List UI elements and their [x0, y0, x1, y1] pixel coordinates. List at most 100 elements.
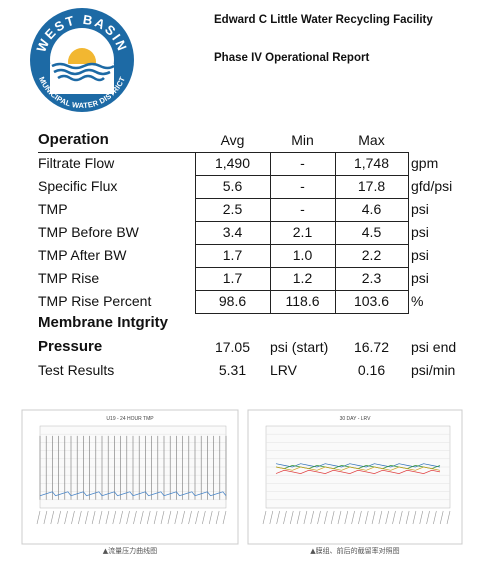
x-label-stub	[105, 510, 110, 525]
cell: 2.3	[361, 270, 382, 286]
table-rule	[195, 221, 408, 222]
table-rule	[195, 313, 408, 314]
unit: psi/min	[411, 362, 456, 378]
cell: 1.7	[222, 270, 243, 286]
table-rule	[195, 290, 408, 291]
x-label-stub	[43, 510, 48, 525]
table-rule	[270, 152, 271, 314]
series-line	[39, 491, 227, 497]
unit: gpm	[411, 155, 439, 171]
x-label-stub	[146, 510, 151, 525]
x-label-stub	[392, 510, 396, 525]
cell: 17.05	[214, 339, 251, 355]
x-label-stub	[276, 510, 280, 525]
table-rule	[195, 152, 196, 314]
cell: 3.4	[222, 224, 243, 240]
x-label-stub	[64, 510, 68, 525]
x-label-stub	[222, 510, 227, 525]
unit: psi	[411, 224, 429, 240]
row-label: Filtrate Flow	[38, 155, 115, 171]
column-header: Operation	[38, 131, 109, 148]
table-rule	[195, 175, 408, 176]
x-label-stub	[195, 510, 199, 525]
x-label-stub	[174, 510, 179, 525]
cell: 1,748	[353, 155, 390, 171]
x-label-stub	[330, 510, 335, 525]
x-label-stub	[324, 510, 328, 525]
column-header: Avg	[220, 132, 245, 148]
x-label-stub	[167, 510, 172, 525]
x-label-stub	[126, 510, 130, 525]
x-label-stub	[317, 510, 321, 525]
column-header: Min	[291, 132, 314, 148]
x-label-stub	[310, 510, 314, 525]
x-label-stub	[439, 510, 444, 525]
cell: 1.2	[292, 270, 313, 286]
unit: psi end	[411, 339, 457, 355]
figure-caption: ▲膜组、前后的截留率对照图	[310, 547, 400, 555]
x-label-stub	[378, 510, 383, 525]
table-rule	[195, 244, 408, 245]
cell: 1,490	[214, 155, 251, 171]
cell: 5.6	[222, 178, 243, 194]
x-label-stub	[269, 510, 274, 525]
x-label-stub	[71, 510, 75, 525]
cell: 4.5	[361, 224, 382, 240]
unit: psi	[411, 270, 429, 286]
figure-title: 30 DAY - LRV	[340, 416, 372, 422]
x-label-stub	[160, 510, 165, 525]
x-label-stub	[112, 510, 117, 525]
report-title: Phase IV Operational Report	[214, 52, 370, 64]
x-label-stub	[262, 510, 267, 525]
row-label: TMP	[38, 201, 68, 217]
x-label-stub	[303, 510, 308, 525]
facility-title: Edward C Little Water Recycling Facility	[214, 14, 433, 26]
cell: 17.8	[357, 178, 386, 194]
x-label-stub	[98, 510, 103, 525]
logo: WEST BASIN MUNICIPAL WATER DISTRICT	[30, 8, 134, 112]
figure-title: U19 - 24 HOUR TMP	[106, 416, 154, 422]
x-label-stub	[188, 510, 192, 525]
x-label-stub	[208, 510, 213, 525]
row-label: TMP Rise	[38, 270, 100, 286]
x-label-stub	[133, 510, 137, 525]
x-label-stub	[399, 510, 403, 525]
x-label-stub	[119, 510, 123, 525]
x-label-stub	[385, 510, 389, 525]
cell: 118.6	[285, 293, 320, 309]
cell: 2.1	[292, 224, 313, 240]
table-rule	[335, 152, 336, 314]
x-label-stub	[153, 510, 158, 525]
x-label-stub	[364, 510, 369, 525]
x-label-stub	[426, 510, 430, 525]
table-rule	[38, 152, 408, 153]
table-rule	[195, 198, 408, 199]
row-label: Pressure	[38, 338, 103, 355]
cell: psi (start)	[270, 339, 329, 355]
x-label-stub	[446, 510, 451, 525]
x-label-stub	[344, 510, 349, 525]
unit: %	[411, 293, 424, 309]
row-label: Test Results	[38, 362, 115, 378]
row-label: Specific Flux	[38, 178, 118, 194]
cell: -	[300, 201, 305, 217]
cell: 1.7	[222, 247, 243, 263]
table-rule	[195, 267, 408, 268]
x-label-stub	[412, 510, 417, 525]
row-label: TMP After BW	[38, 247, 127, 263]
x-label-stub	[289, 510, 294, 525]
series-spikes	[39, 435, 227, 500]
x-label-stub	[358, 510, 362, 525]
figure-caption: ▲流量压力曲线图	[102, 547, 158, 555]
unit: psi	[411, 201, 429, 217]
unit: psi	[411, 247, 429, 263]
x-label-stub	[405, 510, 410, 525]
cell: -	[300, 155, 305, 171]
x-label-stub	[433, 510, 437, 525]
cell: -	[300, 178, 305, 194]
row-label: TMP Before BW	[38, 224, 139, 240]
cell: 2.2	[361, 247, 382, 263]
x-label-stub	[91, 510, 96, 525]
x-label-stub	[371, 510, 376, 525]
